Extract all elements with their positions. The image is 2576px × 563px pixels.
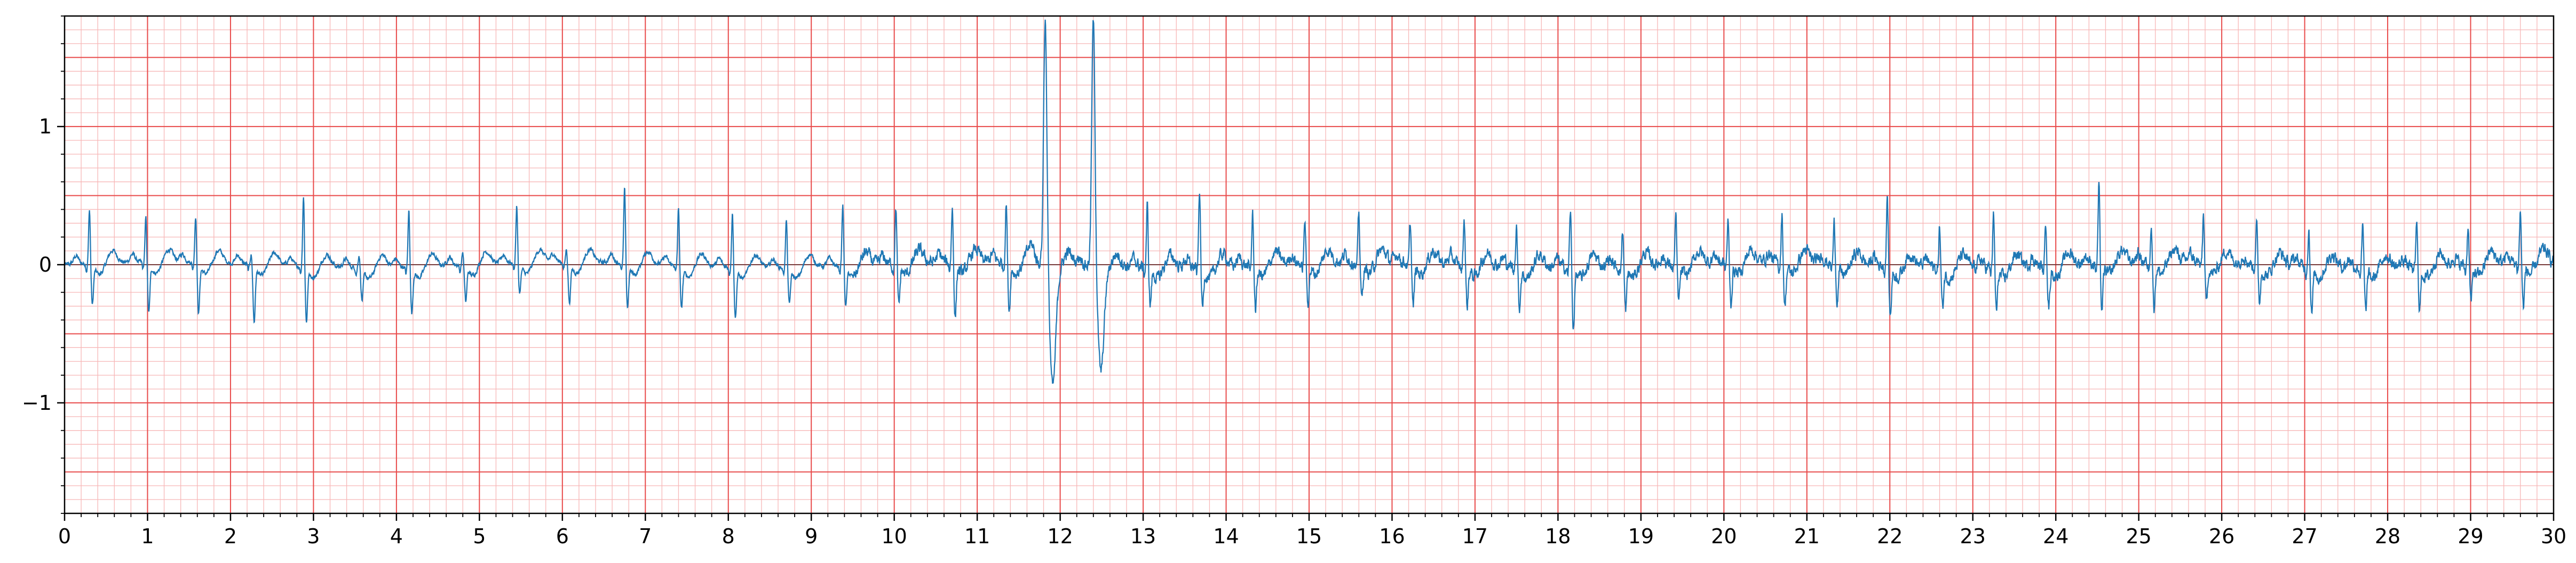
x-tick-label: 8 xyxy=(722,525,735,548)
x-tick-label: 24 xyxy=(2043,525,2068,548)
x-tick-label: 21 xyxy=(1794,525,1820,548)
x-tick-label: 17 xyxy=(1462,525,1488,548)
x-tick-label: 16 xyxy=(1379,525,1405,548)
x-tick-label: 20 xyxy=(1711,525,1737,548)
x-tick-label: 12 xyxy=(1047,525,1073,548)
x-tick-label: 10 xyxy=(881,525,907,548)
y-tick-label: 0 xyxy=(39,253,52,276)
x-tick-label: 15 xyxy=(1296,525,1322,548)
x-tick-label: 29 xyxy=(2458,525,2483,548)
x-tick-label: 25 xyxy=(2126,525,2151,548)
x-tick-label: 1 xyxy=(141,525,154,548)
x-tick-label: 9 xyxy=(805,525,818,548)
x-tick-label: 6 xyxy=(556,525,569,548)
y-tick-label: 1 xyxy=(39,115,52,138)
x-tick-label: 30 xyxy=(2541,525,2566,548)
x-tick-label: 23 xyxy=(1960,525,1986,548)
x-tick-label: 28 xyxy=(2375,525,2400,548)
x-tick-label: 7 xyxy=(639,525,652,548)
x-tick-label: 5 xyxy=(473,525,486,548)
x-axis: 0 1 2 3 4 5 6 7 8 9 10 11 12 13 14 15 16 17 18 19 20 21 22 23 24… xyxy=(58,513,2566,548)
x-tick-label: 22 xyxy=(1877,525,1903,548)
x-tick-label: 26 xyxy=(2209,525,2234,548)
x-tick-label: 3 xyxy=(307,525,320,548)
y-tick-label: −1 xyxy=(22,391,52,415)
x-tick-label: 4 xyxy=(390,525,403,548)
x-tick-label: 11 xyxy=(964,525,990,548)
x-tick-label: 19 xyxy=(1628,525,1654,548)
x-tick-label: 0 xyxy=(58,525,71,548)
x-tick-label: 18 xyxy=(1545,525,1571,548)
series-line-ecg xyxy=(65,19,2554,384)
x-tick-label: 27 xyxy=(2292,525,2317,548)
y-axis: −1 0 1 xyxy=(22,15,65,514)
x-tick-label: 2 xyxy=(224,525,237,548)
x-tick-label: 14 xyxy=(1213,525,1239,548)
x-tick-label: 13 xyxy=(1130,525,1156,548)
